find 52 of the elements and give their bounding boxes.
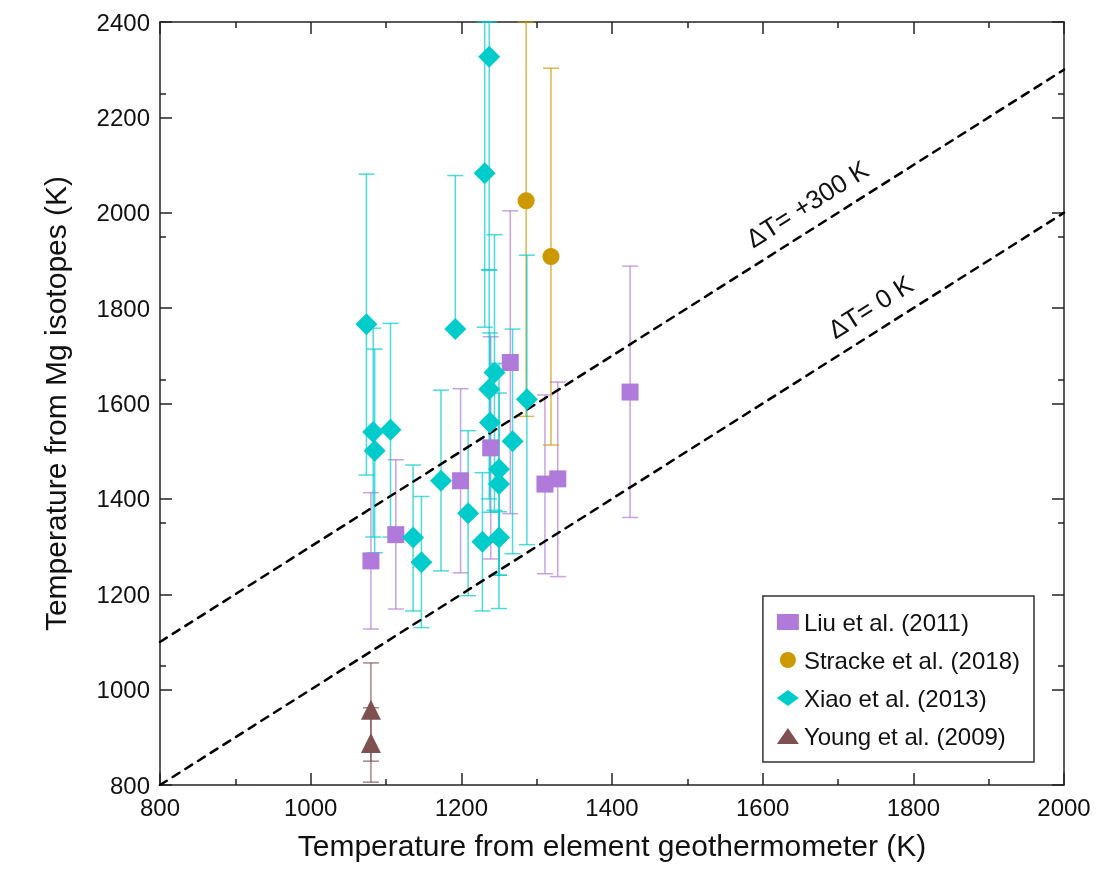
point: [360, 699, 381, 720]
point: [362, 552, 380, 570]
point: [478, 45, 501, 68]
point: [501, 353, 519, 371]
point: [621, 383, 639, 401]
x-tick-label: 2000: [1037, 793, 1091, 821]
legend-label: Stracke et al. (2018): [803, 646, 1020, 674]
x-tick-label: 1400: [585, 793, 639, 821]
x-axis-title: Temperature from element geothermometer (K): [297, 828, 927, 862]
point: [478, 378, 501, 401]
y-tick-label: 1200: [96, 580, 150, 608]
point: [478, 411, 501, 434]
point: [515, 388, 538, 411]
point: [360, 733, 381, 754]
point: [444, 318, 467, 341]
x-tick-label: 1200: [434, 793, 489, 821]
point: [483, 361, 506, 384]
point: [482, 439, 500, 457]
x-tick-label: 1000: [283, 793, 338, 821]
point: [402, 526, 425, 549]
point: [488, 473, 510, 496]
legend-label: Xiao et al. (2013): [803, 684, 987, 712]
y-tick-label: 2400: [96, 8, 150, 36]
point: [363, 439, 386, 462]
y-tick-label: 1400: [96, 485, 150, 513]
point: [379, 418, 402, 441]
point: [488, 526, 510, 549]
point: [429, 469, 452, 492]
y-tick-label: 1000: [96, 676, 150, 704]
point: [542, 248, 560, 266]
y-axis-title: Temperature from Mg isotopes (K): [38, 175, 72, 632]
point: [471, 530, 494, 553]
annotation: ΔT= +300 K: [740, 153, 875, 254]
point: [355, 313, 378, 336]
y-tick-label: 2000: [96, 199, 150, 227]
point: [457, 502, 480, 525]
point: [410, 551, 433, 574]
y-tick-label: 1800: [96, 294, 150, 322]
legend-label: Young et al. (2009): [803, 722, 1006, 750]
y-tick-label: 1600: [96, 390, 150, 417]
point: [549, 470, 567, 488]
point: [501, 430, 524, 453]
x-tick-label: 1800: [886, 793, 941, 821]
point: [517, 192, 535, 210]
x-tick-label: 1600: [735, 793, 790, 821]
legend-label: Liu et al. (2011): [803, 608, 969, 636]
point: [387, 526, 405, 544]
y-tick-label: 2200: [96, 103, 150, 131]
annotation: ΔT= 0 K: [822, 268, 919, 345]
point: [473, 162, 496, 185]
point: [452, 472, 470, 490]
point: [362, 421, 385, 444]
